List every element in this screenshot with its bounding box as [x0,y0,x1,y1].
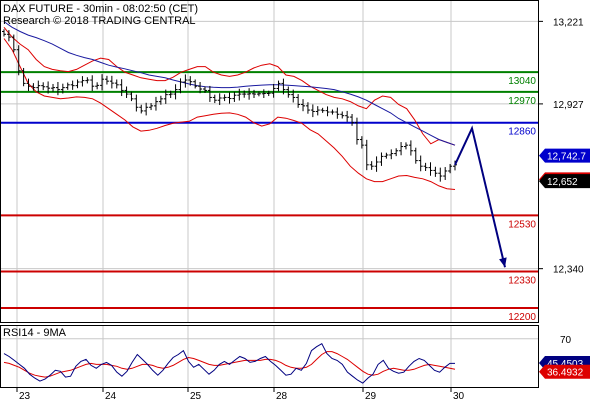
x-tick-label: 28 [276,391,288,400]
price-tag-bg [539,174,590,189]
level-label: 12530 [508,219,536,230]
price-bars [2,29,457,182]
bollinger-lower-line [3,38,456,190]
rsi-tag-bg [539,364,590,379]
forecast-arrow-line [454,125,506,268]
rsi-line [3,343,455,384]
level-label: 13040 [508,76,536,87]
price-panel-frame [0,0,539,323]
x-tick-label: 25 [190,391,202,400]
rsi-ma-line [3,351,456,378]
x-tick-label: 23 [19,391,31,400]
rsi-label: RSI14 - 9MA [3,327,67,339]
rsi-tag-label: 45.4503 [547,359,584,370]
forecast-arrow [454,125,507,268]
x-tick-label: 29 [365,391,377,400]
support-resistance-levels: 13040 12970 12860 12530 12330 12200 [1,71,538,323]
x-tick-label: 24 [105,391,117,400]
y-tick-label: 13,221 [553,17,584,28]
forecast-arrow-head [499,257,507,268]
axis-ticks: 23 24 25 28 29 30 13,221 12,927 12,340 70 [16,17,584,400]
price-tag-label: 12,652 [547,177,578,188]
chart-subtitle: Research © 2018 TRADING CENTRAL [3,15,196,27]
level-label: 12970 [508,96,536,107]
rsi-panel-frame [0,325,539,388]
bollinger-bands [3,21,456,190]
rsi-tag-label: 36.4932 [547,368,584,379]
x-tick-label: 30 [453,391,465,400]
moving-average-line [3,21,456,146]
price-tag-label: 12,742.7 [547,152,586,163]
rsi-tick-label: 70 [560,335,572,346]
y-tick-label: 12,927 [553,100,584,111]
level-label: 12860 [508,127,536,138]
chart-title: DAX FUTURE - 30min - 08:02:50 (CET) [3,3,198,15]
y-tick-label: 12,340 [553,265,584,276]
grid-lines [1,1,538,387]
level-label: 12200 [508,312,536,323]
rsi-lines [3,343,456,384]
bollinger-upper-line [3,26,456,146]
price-tag-bg [539,148,590,163]
level-label: 12330 [508,275,536,286]
